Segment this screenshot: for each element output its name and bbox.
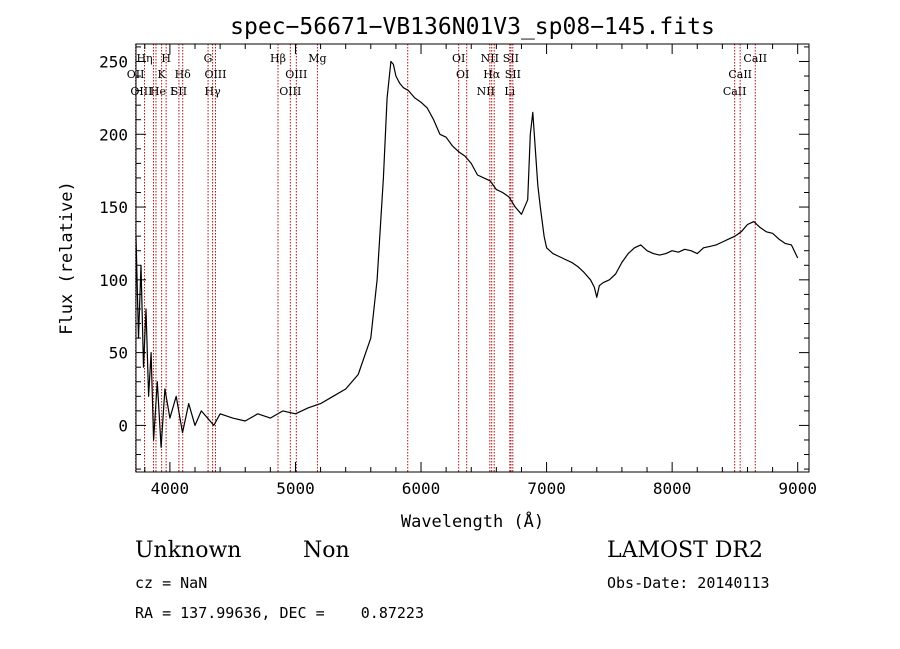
spectral-line-label: H	[161, 52, 171, 65]
spectral-line-label: OIII	[279, 85, 301, 98]
x-tick-label: 7000	[527, 479, 566, 498]
spectral-line-label: Hη	[136, 52, 152, 65]
spectral-line-label: Hβ	[270, 52, 286, 65]
redshift-text: cz = NaN	[135, 574, 208, 592]
y-tick-label: 150	[99, 198, 128, 217]
spectral-line-label: Hγ	[205, 85, 222, 98]
spectral-line-label: SII	[171, 85, 187, 98]
x-tick-label: 9000	[778, 479, 817, 498]
x-tick-label: 5000	[276, 479, 315, 498]
survey-name: LAMOST DR2	[607, 538, 763, 563]
x-tick-label: 4000	[151, 479, 190, 498]
spectral-line-label: OI	[452, 52, 465, 65]
spectral-line-label: Hα	[483, 68, 501, 81]
spectral-line-label: CaII	[728, 68, 752, 81]
spectral-line-label: NII	[481, 52, 499, 65]
spectral-line-label: Li	[504, 85, 515, 98]
spectral-line-label: I	[170, 85, 174, 98]
spectral-line-label: CaII	[743, 52, 767, 65]
spectral-line-label: Hδ	[175, 68, 192, 81]
y-axis-label: Flux (relative)	[57, 181, 77, 335]
spectral-line-label: CaII	[723, 85, 747, 98]
chart-title: spec−56671−VB136N01V3_sp08−145.fits	[230, 14, 715, 40]
spectral-line-label: K	[158, 68, 167, 81]
radec-text: RA = 137.99636, DEC = 0.87223	[135, 604, 424, 622]
spectral-line-label: OIII	[285, 68, 307, 81]
spectral-line-label: NII	[477, 85, 495, 98]
y-tick-label: 100	[99, 271, 128, 290]
spectral-line-label: He	[150, 85, 166, 98]
y-tick-label: 50	[109, 344, 128, 363]
spectral-line-label: SII	[505, 68, 521, 81]
spectral-line-label: OI	[456, 68, 469, 81]
obs-date-text: Obs-Date: 20140113	[607, 574, 770, 592]
x-axis-label: Wavelength (Å)	[401, 510, 544, 532]
object-subclass: Non	[303, 538, 350, 563]
x-tick-label: 6000	[402, 479, 441, 498]
spectrum-trace	[135, 60, 799, 448]
y-tick-label: 200	[99, 125, 128, 144]
plot-frame	[135, 43, 810, 473]
y-tick-label: 250	[99, 52, 128, 71]
spectral-line-label: SII	[503, 52, 519, 65]
object-class: Unknown	[135, 538, 242, 563]
x-tick-label: 8000	[653, 479, 692, 498]
spectral-line-label: Mg	[308, 52, 326, 65]
y-tick-label: 0	[118, 416, 128, 435]
spectral-line-label: G	[204, 52, 213, 65]
spectral-line-label: OIII	[204, 68, 226, 81]
